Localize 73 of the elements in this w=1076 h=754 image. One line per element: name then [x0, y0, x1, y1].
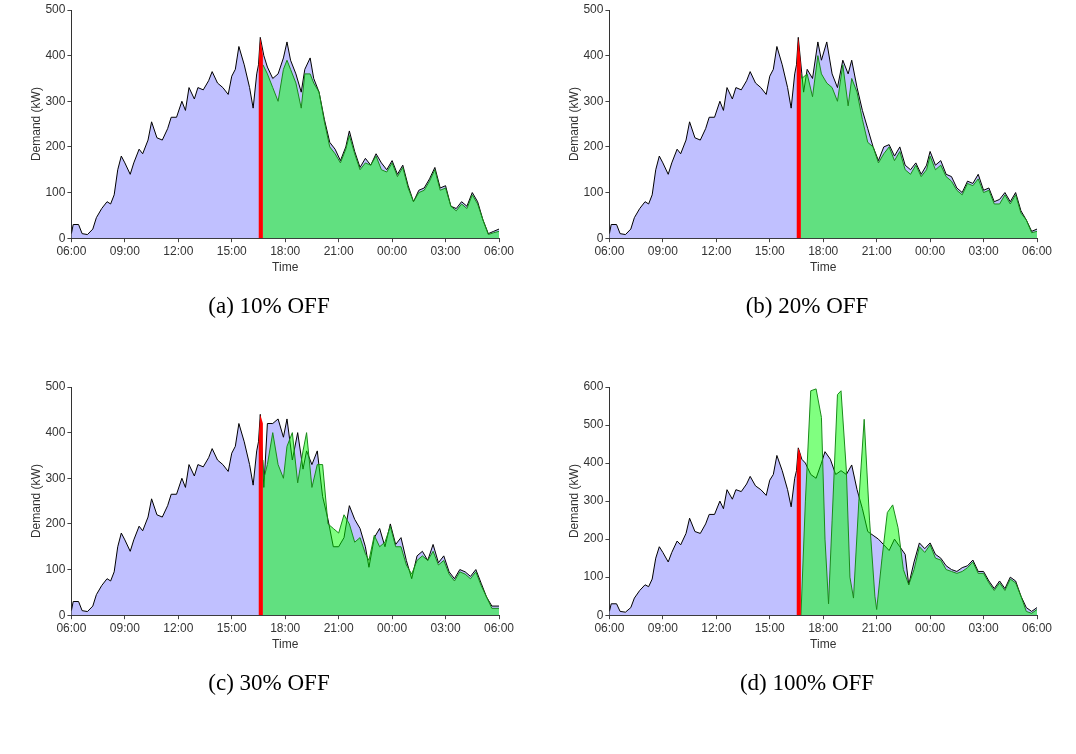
y-tick-label: 400 [583, 455, 604, 470]
y-tick-label: 200 [583, 531, 604, 546]
x-tick-label: 18:00 [270, 243, 301, 258]
y-tick-label: 400 [45, 47, 66, 62]
y-tick-label: 300 [583, 93, 604, 108]
y-axis-title: Demand (kW) [566, 87, 581, 162]
x-tick-label: 18:00 [808, 243, 839, 258]
y-tick-label: 400 [45, 424, 66, 439]
x-tick-label: 21:00 [323, 243, 354, 258]
text: (a) 10% OFF [208, 293, 330, 319]
x-tick-label: 21:00 [861, 620, 892, 635]
x-tick-label: 15:00 [216, 620, 248, 635]
x-tick-label: 03:00 [430, 620, 461, 635]
x-tick-label: 06:00 [483, 243, 515, 258]
x-tick-label: 06:00 [594, 620, 625, 635]
y-tick-label: 300 [583, 493, 604, 508]
y-axis-title: Demand (kW) [28, 87, 43, 162]
x-axis-title: Time [810, 260, 837, 275]
x-tick-label: 15:00 [216, 243, 248, 258]
y-tick-label: 300 [45, 93, 66, 108]
x-tick-label: 21:00 [323, 620, 354, 635]
x-tick-label: 06:00 [56, 243, 87, 258]
y-tick-label: 0 [58, 230, 66, 245]
x-axis-title: Time [272, 260, 299, 275]
y-axis-title: Demand (kW) [28, 464, 43, 539]
x-tick-label: 21:00 [861, 243, 892, 258]
x-tick-label: 00:00 [915, 620, 946, 635]
x-tick-label: 12:00 [701, 243, 732, 258]
y-tick-label: 0 [58, 607, 66, 622]
x-axis-title: Time [810, 637, 837, 652]
x-tick-label: 06:00 [1021, 243, 1053, 258]
y-tick-label: 500 [45, 2, 66, 17]
y-tick-label: 500 [583, 2, 604, 17]
x-tick-label: 06:00 [1021, 620, 1053, 635]
x-tick-label: 15:00 [754, 243, 786, 258]
y-tick-label: 100 [583, 569, 604, 584]
x-tick-label: 09:00 [647, 620, 679, 635]
x-tick-label: 00:00 [377, 620, 408, 635]
y-tick-label: 100 [45, 184, 66, 199]
x-tick-label: 06:00 [483, 620, 515, 635]
y-axis-title: Demand (kW) [566, 464, 581, 539]
y-tick-label: 300 [45, 470, 66, 485]
x-tick-label: 00:00 [915, 243, 946, 258]
y-tick-label: 600 [583, 379, 604, 394]
x-tick-label: 18:00 [808, 620, 839, 635]
x-tick-label: 00:00 [377, 243, 408, 258]
x-tick-label: 03:00 [430, 243, 461, 258]
y-tick-label: 0 [596, 607, 604, 622]
x-tick-label: 03:00 [968, 243, 999, 258]
y-tick-label: 500 [583, 417, 604, 432]
text: (c) 30% OFF [208, 670, 330, 696]
y-tick-label: 200 [45, 139, 66, 154]
y-tick-label: 100 [583, 184, 604, 199]
x-tick-label: 06:00 [594, 243, 625, 258]
x-tick-label: 12:00 [163, 620, 194, 635]
x-tick-label: 12:00 [701, 620, 732, 635]
x-tick-label: 09:00 [647, 243, 679, 258]
y-tick-label: 200 [583, 139, 604, 154]
x-axis-title: Time [272, 637, 299, 652]
y-tick-label: 100 [45, 561, 66, 576]
x-tick-label: 09:00 [109, 620, 141, 635]
x-tick-label: 15:00 [754, 620, 786, 635]
x-tick-label: 09:00 [109, 243, 141, 258]
y-tick-label: 500 [45, 379, 66, 394]
text: (d) 100% OFF [739, 670, 875, 696]
y-tick-label: 0 [596, 230, 604, 245]
x-tick-label: 06:00 [56, 620, 87, 635]
y-tick-label: 400 [583, 47, 604, 62]
text: (b) 20% OFF [745, 293, 869, 319]
x-tick-label: 12:00 [163, 243, 194, 258]
y-tick-label: 200 [45, 516, 66, 531]
x-tick-label: 18:00 [270, 620, 301, 635]
x-tick-label: 03:00 [968, 620, 999, 635]
